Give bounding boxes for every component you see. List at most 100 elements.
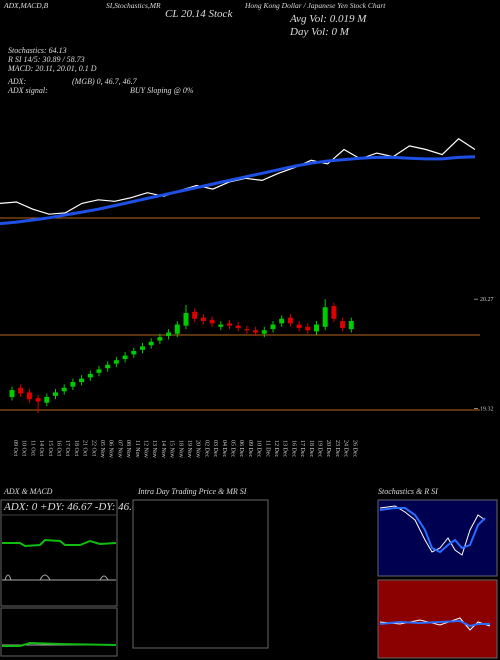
x-tick-label: 17 Dec <box>299 440 305 457</box>
day-vol: Day Vol: 0 M <box>289 26 350 38</box>
candle-body <box>235 325 241 328</box>
stoch-panel <box>377 499 498 577</box>
header-left: ADX,MACD,B <box>3 1 49 10</box>
candle-body <box>122 355 128 360</box>
candle-body <box>183 313 189 326</box>
x-tick-label: 26 Dec <box>351 440 357 457</box>
candle-body <box>305 326 311 331</box>
candle-body <box>26 392 32 400</box>
candle-body <box>279 318 285 324</box>
x-tick-label: 10 Dec <box>256 440 262 457</box>
rsi-line-blue <box>379 619 490 628</box>
candle-body <box>200 317 206 322</box>
x-tick-label: 14 Oct <box>38 440 44 456</box>
adx-panel-title: ADX & MACD <box>3 487 53 496</box>
adx-values: (MGB) 0, 46.7, 46.7 <box>72 77 138 86</box>
adx-markers <box>2 574 116 581</box>
macd-line <box>2 641 117 647</box>
x-tick-label: 24 Dec <box>343 440 349 457</box>
x-tick-label: 14 Nov <box>160 440 166 458</box>
x-tick-label: 05 Nov <box>99 440 105 458</box>
x-tick-label: 08 Nov <box>125 440 131 458</box>
adx-line <box>2 538 117 548</box>
x-tick-label: 16 Dec <box>290 440 296 457</box>
candle-body <box>270 324 276 330</box>
candle-body <box>61 387 67 392</box>
x-tick-label: 22 Oct <box>90 440 96 456</box>
avg-vol: Avg Vol: 0.019 M <box>289 13 367 25</box>
adx-panel-label: ADX: 0 +DY: 46.67 -DY: 46.67 <box>3 501 143 513</box>
line-series <box>0 155 476 226</box>
candle-body <box>96 369 102 373</box>
candle-body <box>287 317 293 324</box>
x-tick-label: 21 Oct <box>82 440 88 456</box>
x-tick-label: 10 Oct <box>21 440 27 456</box>
signal: BUY Sloping @ 0% <box>130 86 194 95</box>
stoch-line-blue <box>379 507 486 554</box>
candle-body <box>314 324 319 332</box>
candle-body <box>35 398 41 402</box>
x-tick-label: 18 Oct <box>73 440 79 456</box>
x-tick-label: 07 Nov <box>116 440 122 458</box>
candle-body <box>253 330 259 333</box>
adx-panel <box>0 499 118 607</box>
x-tick-label: 11 Nov <box>134 440 140 458</box>
candle-body <box>18 387 24 394</box>
x-tick-label: 15 Nov <box>169 440 175 458</box>
candle-body <box>44 396 50 403</box>
rsi: R SI 14/5: 30.89 / 58.73 <box>7 55 85 64</box>
macd-panel <box>0 607 118 657</box>
candle-body <box>340 321 346 328</box>
x-tick-label: 13 Dec <box>282 440 288 457</box>
x-tick-label: 12 Dec <box>273 440 279 457</box>
candle-body <box>244 329 250 331</box>
adx-signal: ADX signal: <box>7 86 48 95</box>
x-tick-label: 19 Nov <box>186 440 192 458</box>
macd: MACD: 20.11, 20.01, 0.1 D <box>7 64 97 73</box>
x-tick-label: 02 Dec <box>203 440 209 457</box>
candle-body <box>322 307 328 327</box>
candle-body <box>87 373 93 378</box>
candle-body <box>79 378 85 383</box>
adx: ADX: <box>7 77 27 86</box>
x-tick-label: 05 Dec <box>230 440 236 457</box>
x-tick-label: 18 Dec <box>308 440 314 457</box>
price-label: CL 20.14 Stock <box>165 8 233 20</box>
candle-body <box>227 323 232 326</box>
candle-body <box>131 350 137 355</box>
stoch-panel-title: Stochastics & R SI <box>378 487 438 496</box>
x-tick-label: 12 Nov <box>143 440 149 458</box>
x-tick-label: 15 Oct <box>47 440 53 456</box>
x-tick-label: 16 Oct <box>56 440 62 456</box>
candle-body <box>157 337 163 341</box>
x-tick-label: 09 Dec <box>247 440 253 457</box>
header-right: Hong Kong Dollar / Japanese Yen Stock Ch… <box>244 1 386 10</box>
candle-body <box>166 332 172 337</box>
candle-body <box>113 360 119 364</box>
candle-body <box>174 324 180 334</box>
x-tick-label: 06 Nov <box>108 440 114 458</box>
candle-body <box>192 311 198 319</box>
stoch-line-white <box>379 505 486 556</box>
stochastics: Stochastics: 64.13 <box>8 46 67 55</box>
x-tick-label: 17 Oct <box>64 440 70 456</box>
candle-body <box>348 321 354 330</box>
candle-body <box>209 319 215 324</box>
y-tick-label: 20.27 <box>480 297 494 303</box>
x-tick-label: 20 Dec <box>325 440 331 457</box>
candle-body <box>105 364 111 369</box>
candle-body <box>140 346 145 350</box>
candle-body <box>296 324 302 328</box>
candle-body <box>148 341 154 346</box>
candle-body <box>9 390 15 397</box>
x-tick-label: 11 Dec <box>264 440 270 457</box>
candle-body <box>70 382 76 387</box>
x-tick-label: 19 Dec <box>317 440 323 457</box>
x-tick-label: 03 Dec <box>212 440 218 457</box>
candle-body <box>261 330 267 334</box>
x-tick-label: 23 Dec <box>334 440 340 457</box>
x-tick-label: 13 Nov <box>151 440 157 458</box>
y-tick-label: 19.32 <box>480 406 494 412</box>
candle-body <box>331 306 337 319</box>
